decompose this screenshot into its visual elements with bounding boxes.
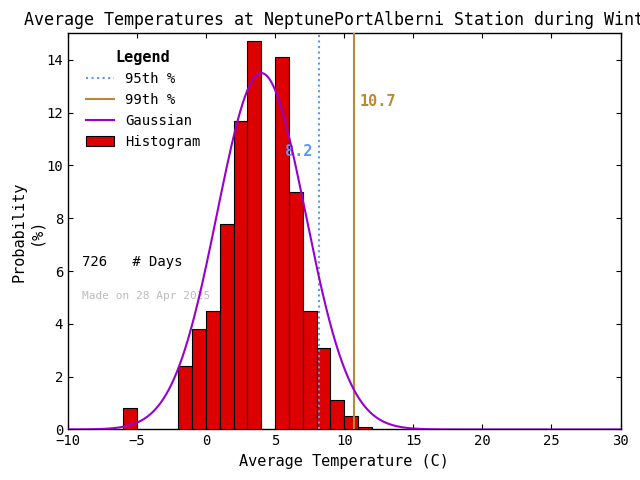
Bar <box>248 41 261 430</box>
Text: 8.2: 8.2 <box>285 144 312 159</box>
Bar <box>220 224 234 430</box>
X-axis label: Average Temperature (C): Average Temperature (C) <box>239 454 449 469</box>
Bar <box>275 57 289 430</box>
Bar <box>317 348 330 430</box>
Bar <box>289 192 303 430</box>
Bar <box>358 427 372 430</box>
Text: 10.7: 10.7 <box>360 94 396 109</box>
Text: 726   # Days: 726 # Days <box>82 255 182 269</box>
Title: Average Temperatures at NeptunePortAlberni Station during Winter: Average Temperatures at NeptunePortAlber… <box>24 11 640 29</box>
Bar <box>330 400 344 430</box>
Legend: 95th %, 99th %, Gaussian, Histogram: 95th %, 99th %, Gaussian, Histogram <box>81 44 205 154</box>
Bar <box>123 408 137 430</box>
Bar <box>234 120 248 430</box>
Text: Made on 28 Apr 2025: Made on 28 Apr 2025 <box>82 291 210 301</box>
Bar <box>206 311 220 430</box>
Bar <box>303 311 317 430</box>
Bar <box>179 366 192 430</box>
Y-axis label: Probability
(%): Probability (%) <box>11 181 44 282</box>
Bar <box>344 416 358 430</box>
Bar <box>192 329 206 430</box>
